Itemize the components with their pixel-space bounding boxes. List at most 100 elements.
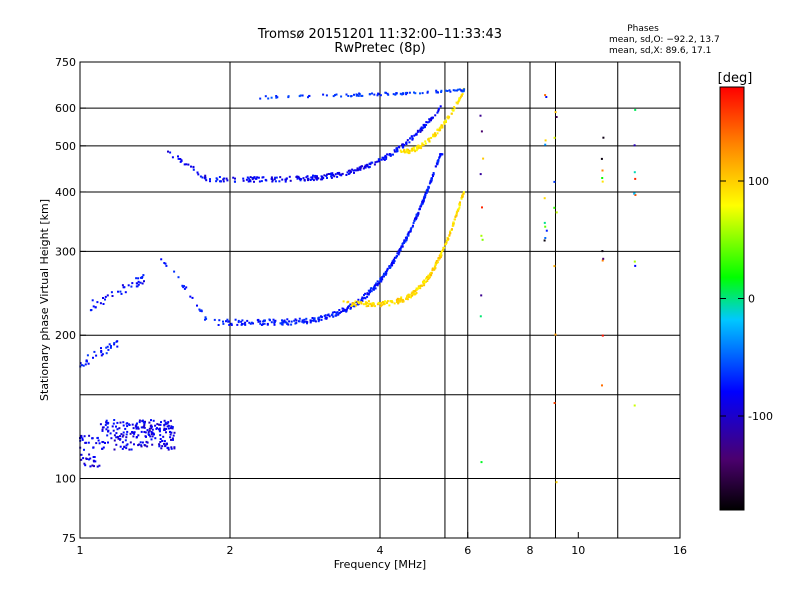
data-point xyxy=(408,294,411,296)
data-point xyxy=(335,312,338,315)
data-point xyxy=(353,93,355,96)
data-point xyxy=(326,173,328,176)
data-point xyxy=(379,94,382,97)
data-point xyxy=(125,436,128,439)
data-point xyxy=(634,194,637,196)
data-point xyxy=(169,419,172,422)
data-point xyxy=(452,109,455,112)
data-point xyxy=(88,458,90,461)
data-point xyxy=(601,169,604,172)
data-point xyxy=(83,448,85,451)
data-point xyxy=(271,180,274,183)
data-point xyxy=(248,321,251,324)
data-point xyxy=(81,438,84,441)
data-point xyxy=(334,314,337,317)
data-point xyxy=(389,154,392,157)
data-point xyxy=(337,312,340,315)
data-point xyxy=(316,176,318,179)
data-point xyxy=(378,280,381,283)
data-point xyxy=(413,293,416,296)
data-point xyxy=(380,279,383,282)
data-point xyxy=(393,302,396,305)
data-point xyxy=(106,345,109,348)
data-point xyxy=(543,221,546,224)
data-point xyxy=(124,439,127,442)
data-point xyxy=(259,322,262,325)
data-point xyxy=(248,179,251,182)
data-point xyxy=(142,421,145,424)
data-point xyxy=(204,318,206,321)
data-point xyxy=(95,354,98,357)
data-point xyxy=(96,301,99,304)
data-point xyxy=(92,305,95,308)
data-point xyxy=(309,179,312,181)
data-point xyxy=(417,212,420,215)
data-point xyxy=(100,354,103,357)
data-point xyxy=(439,105,442,108)
data-point xyxy=(278,180,281,183)
data-point xyxy=(366,163,369,166)
data-point xyxy=(479,315,482,318)
data-point xyxy=(260,180,263,183)
data-point xyxy=(159,438,162,440)
data-point xyxy=(106,426,109,429)
data-point xyxy=(127,284,130,287)
data-point xyxy=(146,445,149,448)
data-point xyxy=(232,176,235,179)
data-point xyxy=(427,138,430,141)
data-point xyxy=(422,144,425,146)
data-point xyxy=(398,251,401,254)
data-point xyxy=(136,422,138,425)
data-point xyxy=(149,435,152,438)
data-point xyxy=(434,114,437,117)
data-point xyxy=(357,301,360,304)
data-point xyxy=(420,204,423,207)
data-point xyxy=(80,364,83,367)
data-point xyxy=(386,300,389,303)
data-point xyxy=(413,290,416,292)
data-point xyxy=(320,316,323,319)
data-point xyxy=(140,445,143,448)
data-point xyxy=(167,427,170,430)
data-point xyxy=(411,149,414,152)
data-point xyxy=(306,322,308,325)
data-point xyxy=(204,174,207,177)
data-point xyxy=(384,273,387,276)
data-point xyxy=(240,320,243,323)
data-point xyxy=(242,177,245,180)
data-point xyxy=(170,425,173,428)
data-point xyxy=(406,151,409,154)
data-point xyxy=(333,311,336,314)
x-tick-label: 2 xyxy=(227,544,234,557)
x-axis-ticks: 1 2 4 6 8 10 16 xyxy=(77,532,687,557)
data-point xyxy=(121,447,124,450)
data-point xyxy=(159,423,162,426)
data-point xyxy=(199,175,202,178)
data-point xyxy=(299,179,302,182)
data-point xyxy=(366,292,369,295)
data-point xyxy=(458,88,461,91)
data-point xyxy=(430,178,433,181)
data-point xyxy=(437,91,439,94)
data-point xyxy=(170,446,173,449)
data-point xyxy=(359,168,362,171)
data-point xyxy=(426,280,429,282)
data-point xyxy=(120,292,123,295)
data-point xyxy=(372,303,375,306)
data-point xyxy=(429,118,432,121)
phases-heading: Phases xyxy=(627,24,659,34)
data-point xyxy=(101,447,104,450)
data-point xyxy=(424,125,426,128)
data-point xyxy=(106,294,109,297)
data-point xyxy=(402,242,405,244)
data-point xyxy=(263,322,266,325)
data-point xyxy=(345,93,348,96)
data-point xyxy=(416,130,419,133)
data-point xyxy=(398,299,400,302)
data-point xyxy=(136,282,139,285)
data-point xyxy=(406,148,408,151)
data-point xyxy=(330,176,333,179)
data-point xyxy=(284,321,287,324)
data-point xyxy=(137,280,140,283)
data-point xyxy=(258,320,261,323)
